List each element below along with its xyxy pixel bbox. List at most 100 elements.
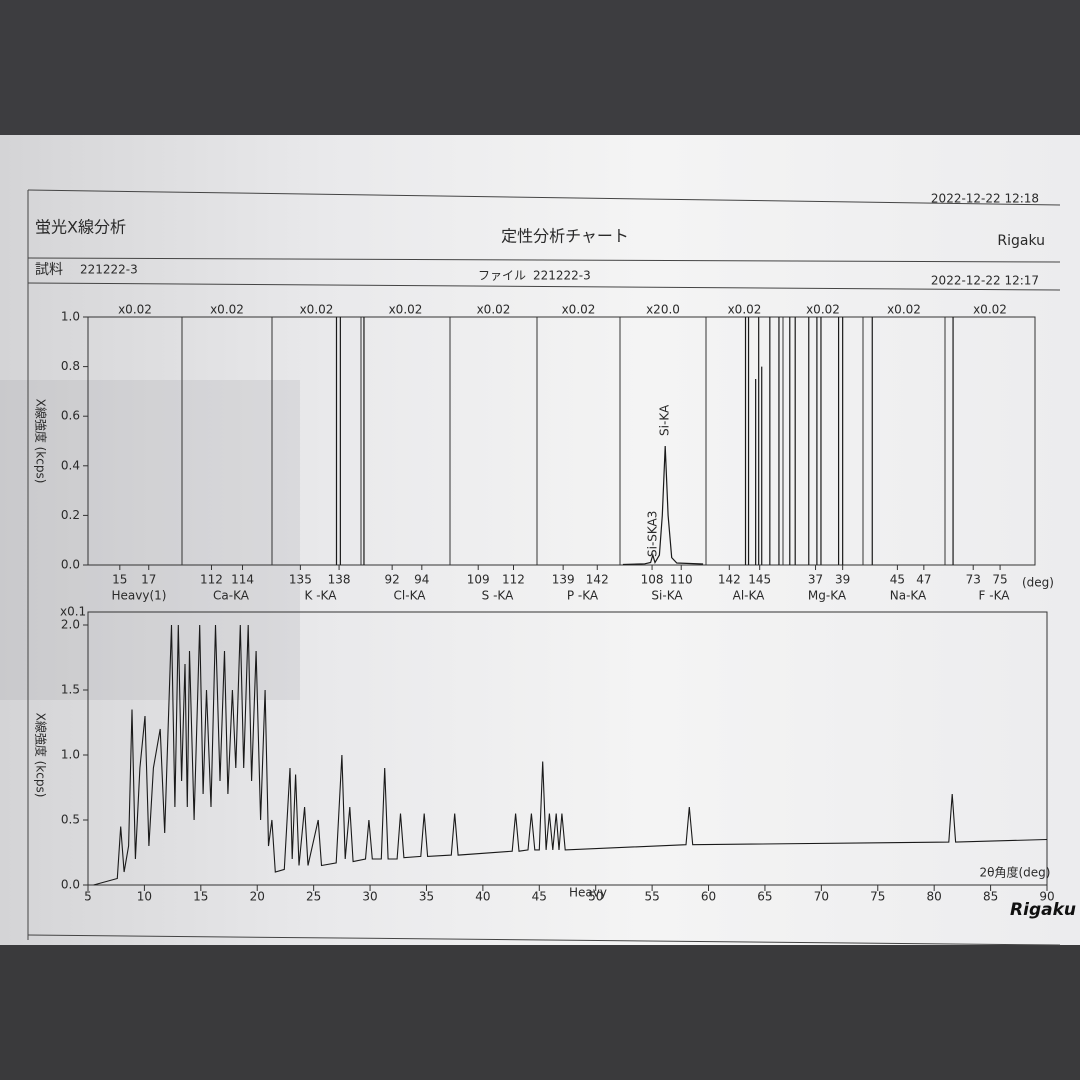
panel-scale: x0.02: [562, 303, 596, 317]
print-date: 2022-12-22 12:18: [931, 192, 1039, 206]
x-tick-label: 65: [757, 890, 772, 904]
spectrum-line: [622, 445, 704, 566]
panel-scale: x0.02: [477, 303, 511, 317]
x-tick-label: 25: [306, 890, 321, 904]
panel-name: S -KA: [482, 589, 514, 603]
x-tick-label: 94: [414, 573, 429, 587]
x-tick-label: 75: [870, 890, 885, 904]
x-tick-label: 139: [552, 573, 575, 587]
y-tick-label: 0.2: [61, 508, 80, 522]
background-top: [0, 0, 1080, 138]
panel-name: Heavy(1): [112, 589, 167, 603]
x-tick-label: 112: [502, 573, 525, 587]
panel-name: Cl-KA: [394, 589, 427, 603]
y-tick-label: 0.0: [61, 558, 80, 572]
x-tick-label: 5: [84, 890, 92, 904]
y-tick-label: 0.6: [61, 409, 80, 423]
x-tick-label: 45: [532, 890, 547, 904]
panel-scale: x0.02: [806, 303, 840, 317]
header-title: 蛍光X線分析: [35, 218, 126, 237]
header-rule: [27, 189, 1061, 206]
x-tick-label: 45: [890, 573, 905, 587]
x-tick-label: 142: [718, 573, 741, 587]
logo: Rigaku: [1010, 900, 1076, 920]
x-tick-label: 47: [916, 573, 931, 587]
x-tick-label: 50: [588, 890, 603, 904]
y-tick-label: 1.0: [61, 310, 80, 324]
header-rule: [27, 257, 1061, 263]
y-tick-label: 1.0: [61, 748, 80, 762]
x-tick-label: 30: [362, 890, 377, 904]
x-tick-label: 75: [992, 573, 1007, 587]
y-tick-label: 1.5: [61, 683, 80, 697]
x-tick-label: 90: [1039, 890, 1054, 904]
x-tick-label: 142: [586, 573, 609, 587]
paper: [0, 135, 1080, 945]
x-tick-label: 109: [467, 573, 490, 587]
header-subtitle: 定性分析チャート: [501, 227, 629, 246]
panel-name: K -KA: [305, 589, 338, 603]
y-scale-label: x0.1: [60, 605, 86, 619]
x-tick-label: 15: [112, 573, 127, 587]
x-unit: 2θ角度(deg): [980, 866, 1051, 880]
x-tick-label: 35: [419, 890, 434, 904]
x-tick-label: 40: [475, 890, 490, 904]
x-tick-label: 15: [193, 890, 208, 904]
panel-scale: x20.0: [646, 303, 680, 317]
spectrum-line: [93, 624, 1048, 886]
panel-name: Al-KA: [733, 589, 766, 603]
y-axis-label: X線強度 (kcps): [34, 399, 49, 484]
x-tick-label: 112: [200, 573, 223, 587]
file-label: ファイル: [478, 269, 526, 283]
x-tick-label: 92: [385, 573, 400, 587]
panel-name: F -KA: [979, 589, 1011, 603]
x-tick-label: 73: [966, 573, 981, 587]
x-tick-label: 138: [328, 573, 351, 587]
x-tick-label: 114: [231, 573, 254, 587]
panel-scale: x0.02: [210, 303, 244, 317]
x-tick-label: 10: [137, 890, 152, 904]
panel-name: P -KA: [567, 589, 599, 603]
x-tick-label: 20: [250, 890, 265, 904]
background-bottom: [0, 945, 1080, 1080]
x-tick-label: 135: [289, 573, 312, 587]
sample-label: 試料: [35, 262, 63, 278]
x-tick-label: 80: [927, 890, 942, 904]
panel-name: Mg-KA: [808, 589, 847, 603]
panel-name: Na-KA: [890, 589, 927, 603]
y-tick-label: 0.4: [61, 458, 80, 472]
file-id: 221222-3: [533, 269, 591, 283]
plot-frame: [87, 316, 1036, 566]
x-tick-label: 17: [141, 573, 156, 587]
sample-id: 221222-3: [80, 263, 138, 277]
panel-scale: x0.02: [300, 303, 334, 317]
panel-scale: x0.02: [973, 303, 1007, 317]
panel-scale: x0.02: [728, 303, 762, 317]
measure-date: 2022-12-22 12:17: [931, 274, 1039, 288]
x-tick-label: 39: [835, 573, 850, 587]
y-tick-label: 0.8: [61, 359, 80, 373]
panel-name: Ca-KA: [213, 589, 250, 603]
x-tick-label: 55: [644, 890, 659, 904]
brand: Rigaku: [997, 233, 1045, 249]
x-tick-label: 60: [701, 890, 716, 904]
x-axis-label: Heavy: [569, 886, 607, 900]
header-rule: [27, 282, 1061, 291]
x-tick-label: 108: [641, 573, 664, 587]
plot-frame: [87, 611, 1048, 886]
x-tick-label: 110: [670, 573, 693, 587]
x-tick-label: 85: [983, 890, 998, 904]
shadow: [0, 380, 300, 700]
panel-scale: x0.02: [118, 303, 152, 317]
x-tick-label: 37: [808, 573, 823, 587]
peak-annotation: Si-SKA3: [645, 511, 659, 557]
peak-annotation: Si-KA: [658, 404, 672, 436]
x-unit: (deg): [1022, 576, 1054, 590]
panel-scale: x0.02: [389, 303, 423, 317]
footer-rule: [27, 934, 1061, 946]
x-tick-label: 145: [748, 573, 771, 587]
y-tick-label: 2.0: [61, 618, 80, 632]
y-axis-label: X線強度 (kcps): [34, 713, 49, 798]
